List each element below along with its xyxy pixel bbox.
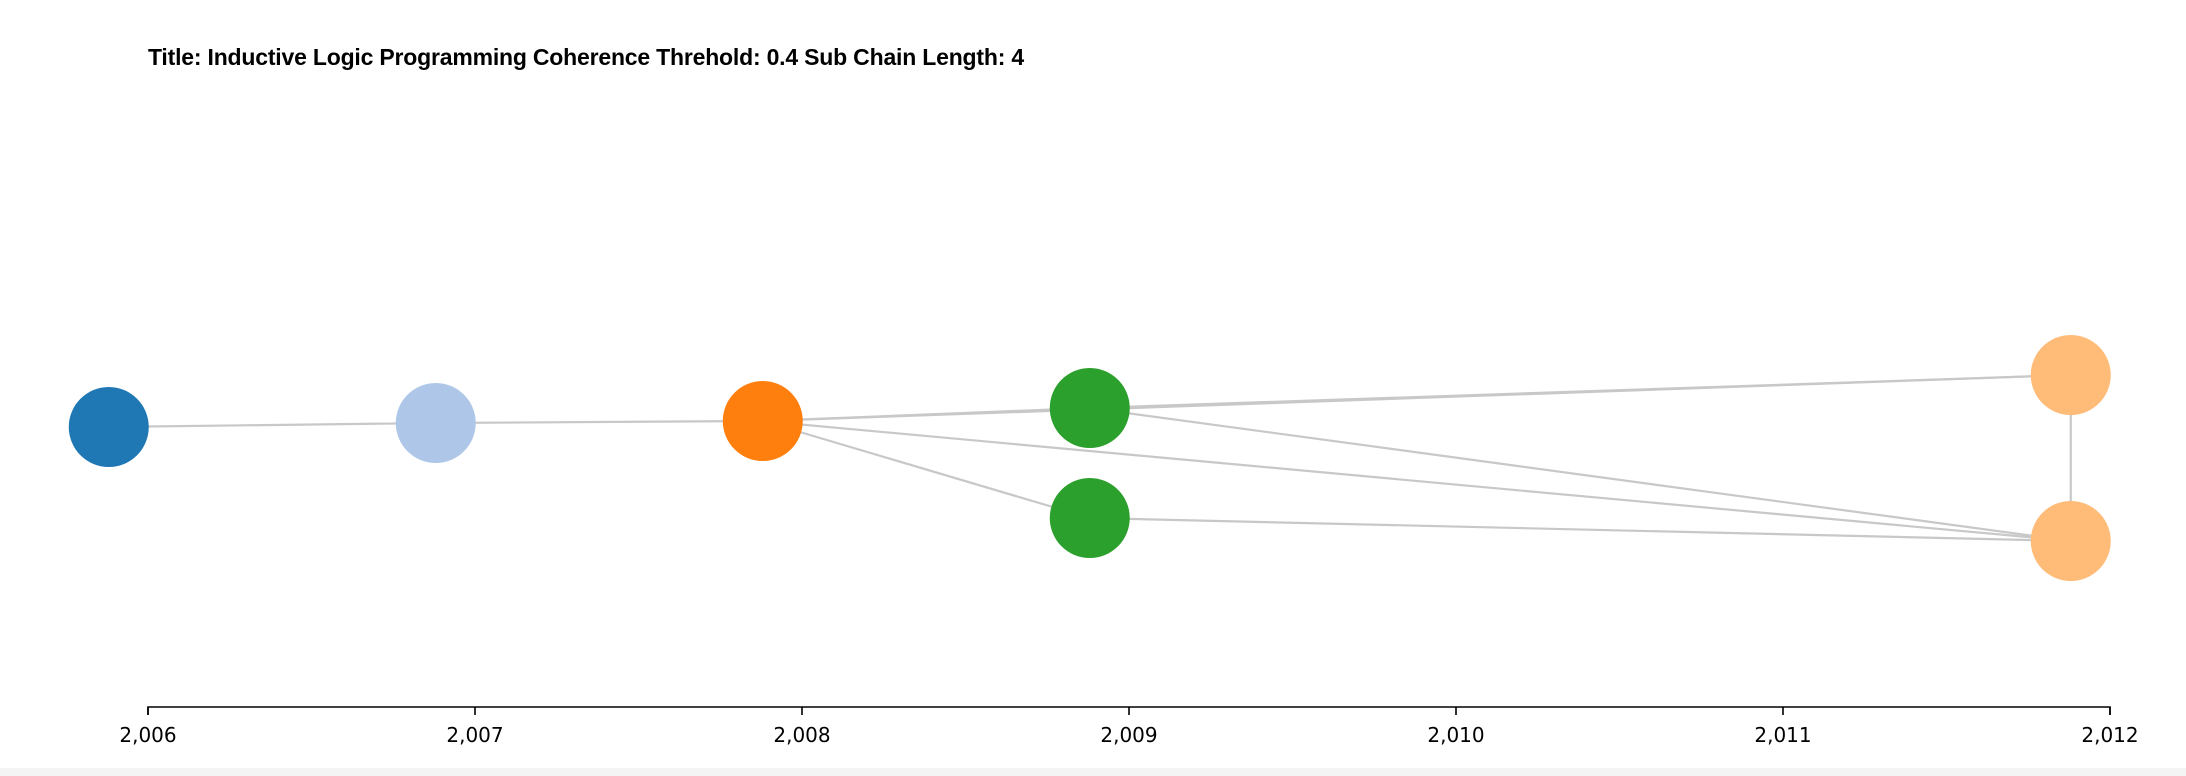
x-tick-label: 2,012 [2081,723,2138,747]
node-n2[interactable] [395,383,476,463]
x-tick-label: 2,010 [1427,723,1484,747]
node-n5[interactable] [1049,478,1130,558]
bottom-border [0,768,2186,776]
edge-n1-n2 [108,421,436,429]
x-tick-label: 2,008 [773,723,830,747]
edge-n4-n7 [1089,406,2071,543]
edge-n5-n7 [1089,516,2071,543]
node-n7[interactable] [2030,501,2111,581]
chart-title: Title: Inductive Logic Programming Coher… [148,44,1024,70]
x-axis: 2,006 2,007 2,008 2,009 2,010 2,011 2,012 [119,706,2139,747]
edge-n2-n3 [435,419,763,425]
node-n1[interactable] [68,387,149,467]
node-n6[interactable] [2030,335,2111,415]
edge-n3-n7 [762,419,2071,543]
x-tick-label: 2,009 [1100,723,1157,747]
node-n3[interactable] [722,381,803,461]
x-tick-label: 2,006 [119,723,176,747]
node-n4[interactable] [1049,368,1130,448]
edges-layer [108,373,2072,543]
x-tick-label: 2,011 [1754,723,1811,747]
edge-n3-n5 [762,419,1091,520]
edge-n4-n6 [1089,373,2071,410]
x-tick-label: 2,007 [446,723,503,747]
nodes-layer [68,335,2111,581]
